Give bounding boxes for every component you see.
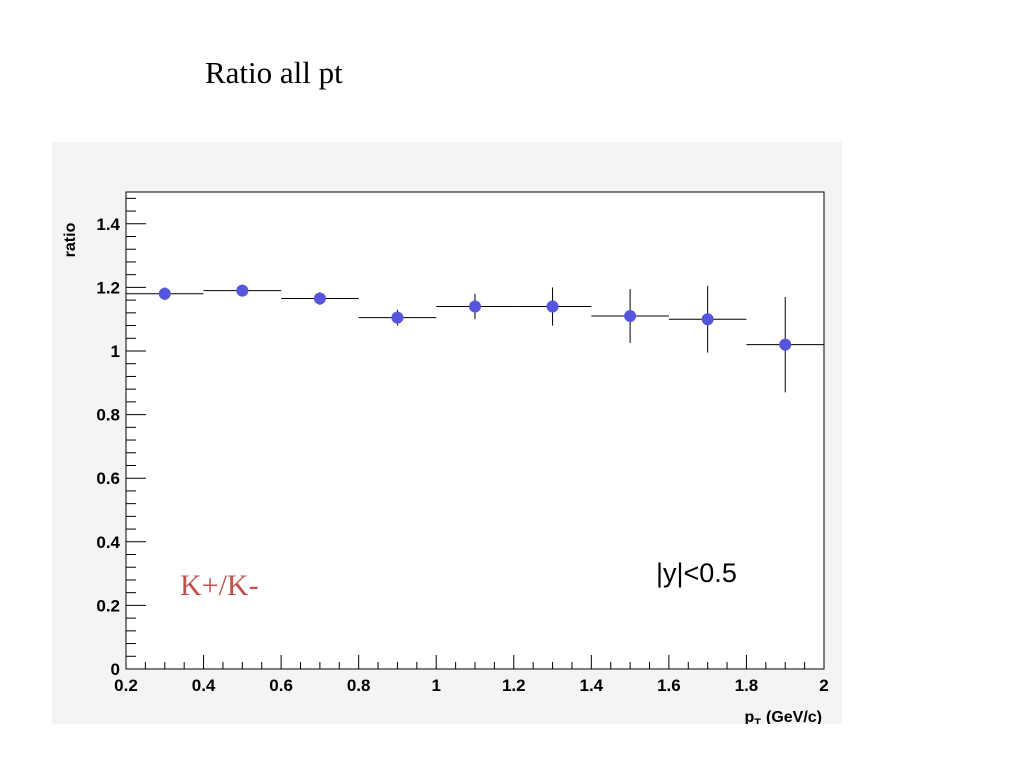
x-tick-label: 1.2 (502, 676, 526, 695)
plot-panel: 0 0.2 0.4 0.6 0.8 1 1.2 1.4 0.2 0.4 0.6 0.8 1 1.2 1.4… (52, 142, 842, 724)
x-axis-title-unit: (GeV/c) (766, 709, 822, 724)
x-tick-label: 1 (431, 676, 440, 695)
y-tick-label: 0.8 (96, 406, 120, 425)
data-point-marker (391, 311, 404, 324)
y-axis-ticks: 0 0.2 0.4 0.6 0.8 1 1.2 1.4 (96, 197, 146, 679)
y-tick-label: 0.6 (96, 469, 120, 488)
y-tick-label: 1 (111, 342, 120, 361)
x-tick-label: 0.8 (347, 676, 371, 695)
x-axis-title: pT (GeV/c) (744, 709, 822, 724)
y-axis-title: ratio (62, 222, 79, 257)
y-tick-label: 0.4 (96, 533, 120, 552)
data-point-marker (158, 287, 171, 300)
x-tick-label: 0.6 (269, 676, 293, 695)
data-point-marker (624, 310, 637, 323)
annotation-kplus-kminus: K+/K- (180, 569, 259, 602)
data-point-marker (701, 313, 714, 326)
ratio-chart: 00.20.40.60.811.21.4 0.2 0.4 0.6 0.8 1 1.2 1.4… (62, 191, 829, 724)
x-tick-label: 2 (819, 676, 828, 695)
data-point-marker (236, 284, 249, 297)
plot-frame (125, 191, 825, 670)
y-tick-label: 0.2 (96, 596, 120, 615)
data-point-marker (313, 292, 326, 305)
data-point-marker (779, 338, 792, 351)
x-tick-label: 1.4 (580, 676, 604, 695)
slide-title: Ratio all pt (205, 55, 343, 90)
x-axis-title-p: p (744, 709, 754, 724)
data-point-marker (546, 300, 559, 313)
x-axis-title-sub: T (754, 717, 761, 724)
x-tick-label: 0.4 (192, 676, 216, 695)
x-tick-label: 1.6 (657, 676, 681, 695)
x-axis-ticks: 0.2 0.4 0.6 0.8 1 1.2 1.4 1.6 1.8 2 (114, 655, 829, 695)
y-tick-label: 1.2 (96, 278, 120, 297)
data-points (126, 284, 824, 393)
x-tick-label: 1.8 (735, 676, 759, 695)
y-tick-label: 0 (111, 660, 120, 679)
y-tick-label: 1.4 (96, 215, 120, 234)
annotation-rapidity-cut: |y|<0.5 (656, 558, 737, 588)
x-tick-label: 0.2 (114, 676, 138, 695)
data-point-marker (469, 300, 481, 313)
